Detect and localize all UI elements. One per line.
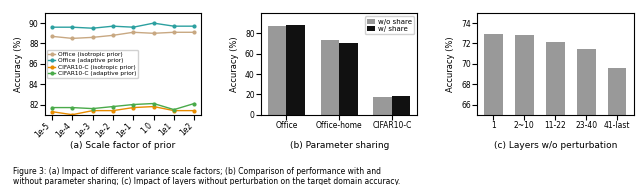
Office (isotropic prior) [68,37,76,39]
Bar [374,97,392,115]
Legend: Office (isotropic prior), Office (adaptive prior), CIFAR10-C (isotropic prior), : Office (isotropic prior), Office (adapti… [47,50,138,78]
Office (adaptive prior) [68,26,76,28]
Bar [268,26,287,115]
Bar [608,68,627,185]
CIFAR10-C (adaptive prior) [191,102,198,105]
Bar [515,35,534,185]
Office (isotropic prior) [150,32,157,34]
Office (isotropic prior) [109,34,116,36]
Bar [321,40,339,115]
Bar [577,48,596,185]
Office (adaptive prior) [191,25,198,27]
CIFAR10-C (adaptive prior) [150,102,157,105]
Bar [484,34,502,185]
CIFAR10-C (isotropic prior) [129,106,137,109]
CIFAR10-C (adaptive prior) [68,106,76,109]
CIFAR10-C (adaptive prior) [170,108,178,111]
CIFAR10-C (adaptive prior) [109,105,116,108]
Office (isotropic prior) [191,31,198,33]
Office (isotropic prior) [129,31,137,33]
CIFAR10-C (adaptive prior) [89,107,97,110]
Office (isotropic prior) [48,35,56,37]
CIFAR10-C (adaptive prior) [129,103,137,106]
Bar [287,25,305,115]
Office (adaptive prior) [150,22,157,24]
Bar [339,43,358,115]
Text: (a) Scale factor of prior: (a) Scale factor of prior [70,141,176,150]
Y-axis label: Accuracy (%): Accuracy (%) [447,36,456,92]
Line: CIFAR10-C (isotropic prior): CIFAR10-C (isotropic prior) [51,105,196,116]
Text: (c) Layers w/o perturbation: (c) Layers w/o perturbation [493,141,617,150]
CIFAR10-C (isotropic prior) [48,110,56,113]
Line: Office (adaptive prior): Office (adaptive prior) [51,22,196,30]
Office (isotropic prior) [89,36,97,38]
Office (adaptive prior) [129,26,137,28]
CIFAR10-C (isotropic prior) [89,110,97,112]
Bar [546,42,564,185]
CIFAR10-C (adaptive prior) [48,106,56,109]
Text: Figure 3: (a) Impact of different variance scale factors; (b) Comparison of perf: Figure 3: (a) Impact of different varian… [13,166,400,185]
Office (adaptive prior) [48,26,56,28]
Office (adaptive prior) [89,27,97,29]
CIFAR10-C (isotropic prior) [170,110,178,112]
CIFAR10-C (isotropic prior) [150,105,157,108]
Y-axis label: Accuracy (%): Accuracy (%) [14,36,23,92]
CIFAR10-C (isotropic prior) [191,110,198,112]
Office (isotropic prior) [170,31,178,33]
Y-axis label: Accuracy (%): Accuracy (%) [230,36,239,92]
CIFAR10-C (isotropic prior) [109,110,116,112]
Text: (b) Parameter sharing: (b) Parameter sharing [289,141,389,150]
Line: Office (isotropic prior): Office (isotropic prior) [51,31,196,40]
Bar [392,96,410,115]
Legend: w/o share, w/ share: w/o share, w/ share [365,16,414,34]
Office (adaptive prior) [170,25,178,27]
Line: CIFAR10-C (adaptive prior): CIFAR10-C (adaptive prior) [51,102,196,111]
Office (adaptive prior) [109,25,116,27]
CIFAR10-C (isotropic prior) [68,114,76,116]
